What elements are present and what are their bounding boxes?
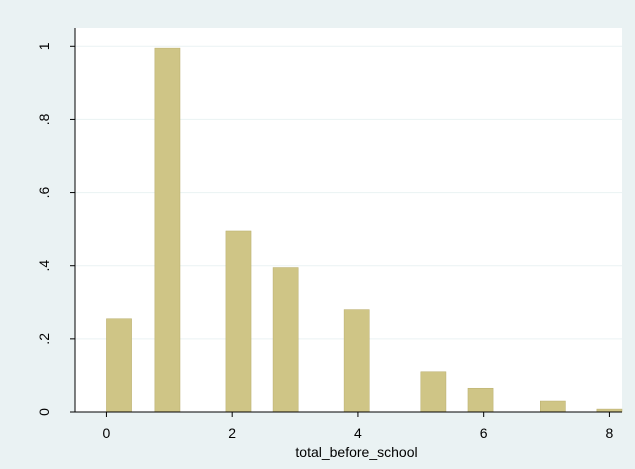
x-tick-label: 2 [228,425,236,441]
y-tick-label: 0 [36,408,52,416]
x-axis-title: total_before_school [295,444,417,460]
y-tick-label: .8 [36,113,52,125]
bar [106,318,132,413]
bar [225,230,252,413]
y-tick-label: .4 [36,260,52,272]
y-tick-label: .6 [36,187,52,199]
x-tick-label: 6 [480,425,488,441]
x-tick-label: 8 [606,425,614,441]
x-axis-ticks: 0 2 4 6 8 [103,412,614,441]
bar [420,371,447,413]
bar [540,400,566,413]
bars [106,47,623,413]
y-tick-label: 1 [36,42,52,50]
y-axis-ticks: 0 .2 .4 .6 .8 1 [36,42,75,416]
y-tick-label: .2 [36,333,52,345]
x-tick-label: 4 [354,425,362,441]
bar [467,387,494,413]
bar [272,267,299,413]
x-tick-label: 0 [103,425,111,441]
axes [74,28,622,413]
bar [154,47,181,413]
bar [343,309,370,413]
